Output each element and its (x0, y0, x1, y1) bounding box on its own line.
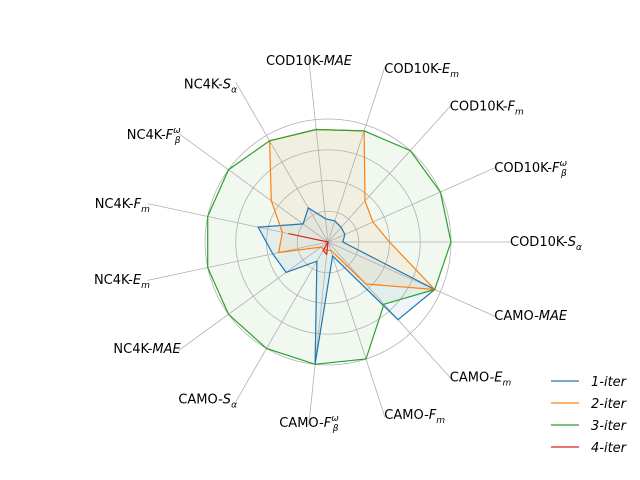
axis-label-nc4k-f: NC4K-Fω β (127, 126, 181, 146)
series-lines (207, 128, 452, 365)
series-line-3-iter (207, 128, 452, 365)
legend: 1-iter 2-iter 3-iter 4-iter (551, 375, 628, 456)
series-line-2-iter (268, 128, 437, 291)
series-fill-1-iter (258, 207, 435, 365)
series-line-1-iter (257, 206, 436, 365)
axis-label-cod10k-mae: COD10K-MAE (266, 54, 353, 69)
spoke-cod10k-em (327, 66, 386, 243)
axis-label-nc4k-em: NC4K-Em (94, 273, 150, 291)
spoke-camo-f (308, 241, 329, 426)
axis-label-camo-s: CAMO-Sα (178, 393, 237, 411)
axis-label-camo-fm: CAMO-Fm (384, 408, 445, 426)
spoke-camo-fm (327, 241, 386, 418)
series-fill-2-iter (269, 129, 435, 290)
axis-label-cod10k-f: COD10K-Fω β (494, 159, 567, 179)
axis-labels: COD10K-Sα CAMO-MAE CAMO-Em CAMO-Fm CAMO-Fω β C… (94, 54, 582, 434)
spoke-cod10k-mae (308, 58, 329, 243)
legend-label-1-iter: 1-iter (591, 375, 628, 390)
spoke-cod10k-fm (327, 104, 452, 243)
spoke-camo-em (327, 241, 452, 380)
axis-label-camo-em: CAMO-Em (450, 370, 512, 388)
axis-label-cod10k-s: COD10K-Sα (510, 235, 582, 253)
legend-label-3-iter: 3-iter (591, 419, 628, 434)
spoke-nc4k-mae (178, 241, 329, 351)
axis-label-cod10k-em: COD10K-Em (384, 62, 459, 80)
spoke-camo-mae (327, 241, 497, 318)
axis-label-nc4k-mae: NC4K-MAE (113, 342, 181, 357)
axis-label-camo-f: CAMO-Fω β (279, 414, 339, 434)
legend-label-4-iter: 4-iter (591, 441, 628, 456)
legend-label-2-iter: 2-iter (591, 397, 628, 412)
axis-spokes (147, 58, 513, 426)
spoke-nc4k-em (147, 241, 329, 281)
spoke-cod10k-f (327, 166, 497, 243)
series-line-4-iter (288, 233, 329, 256)
spoke-nc4k-s (235, 82, 329, 243)
axis-label-nc4k-fm: NC4K-Fm (95, 197, 150, 215)
axis-label-nc4k-s: NC4K-Sα (184, 77, 237, 95)
axis-label-camo-mae: CAMO-MAE (494, 309, 568, 324)
spoke-camo-s (235, 241, 329, 402)
axis-label-cod10k-fm: COD10K-Fm (450, 100, 524, 118)
